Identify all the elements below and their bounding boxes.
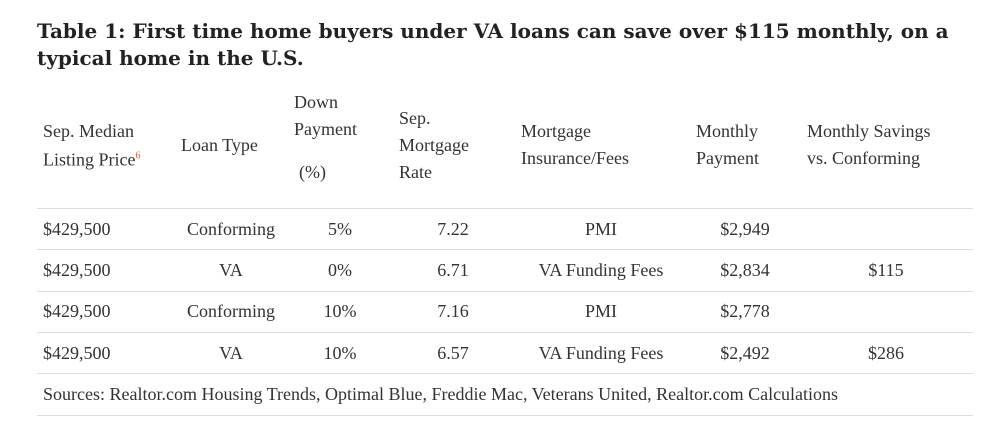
header-cell: Payment: [294, 119, 357, 139]
table-cell: $429,500: [43, 260, 111, 280]
header-cell: Mortgage: [399, 135, 469, 155]
table-cell: $429,500: [43, 301, 111, 321]
table-cell: $2,834: [720, 260, 770, 280]
header-cell: (%): [299, 162, 326, 182]
table-title: Table 1: First time home buyers under VA…: [37, 19, 949, 70]
table-cell: 5%: [328, 219, 352, 239]
header-cell: Down: [294, 92, 338, 112]
table-cell: 7.16: [437, 301, 469, 321]
table-cell: 6.57: [437, 343, 469, 363]
table-cell: $2,492: [720, 343, 770, 363]
table-cell: VA Funding Fees: [538, 343, 664, 363]
header-cell: Insurance/Fees: [521, 148, 629, 168]
header-cell: Mortgage: [521, 121, 591, 141]
row-rule: [37, 291, 973, 292]
header-cell: Sep.: [399, 108, 431, 128]
table-cell: $429,500: [43, 219, 111, 239]
header-cell: Payment: [696, 148, 759, 168]
table-cell: $115: [868, 260, 904, 280]
header-cell: Loan Type: [181, 135, 258, 155]
row-rule: [37, 249, 973, 250]
row-rule: [37, 332, 973, 333]
table-cell: PMI: [584, 219, 618, 239]
table-cell: PMI: [584, 301, 618, 321]
table-cell: Conforming: [187, 219, 275, 239]
footnote-ref: 6: [135, 150, 141, 162]
header-cell: Listing Price6: [43, 149, 141, 170]
row-rule: [37, 208, 973, 209]
table-cell: $2,778: [720, 301, 770, 321]
header-cell: Monthly: [696, 121, 759, 141]
table-cell: $429,500: [43, 343, 111, 363]
table-cell: 7.22: [437, 219, 469, 239]
table-cell: 10%: [323, 301, 357, 321]
header-cell: vs. Conforming: [807, 148, 921, 168]
table-cell: Conforming: [187, 301, 275, 321]
table-cell: VA: [219, 260, 243, 280]
table-cell: 0%: [328, 260, 352, 280]
source-note: Sources: Realtor.com Housing Trends, Opt…: [43, 384, 839, 404]
table-cell: VA: [219, 343, 243, 363]
table-cell: VA Funding Fees: [538, 260, 664, 280]
table-cell: 6.71: [437, 260, 469, 280]
row-rule: [37, 415, 973, 416]
table-cell: 10%: [323, 343, 357, 363]
table-cell: $2,949: [720, 219, 770, 239]
row-rule: [37, 373, 973, 374]
table-cell: $286: [868, 343, 904, 363]
header-cell: Rate: [399, 162, 432, 182]
header-cell: Monthly Savings: [807, 121, 931, 141]
header-cell: Sep. Median: [43, 121, 134, 141]
